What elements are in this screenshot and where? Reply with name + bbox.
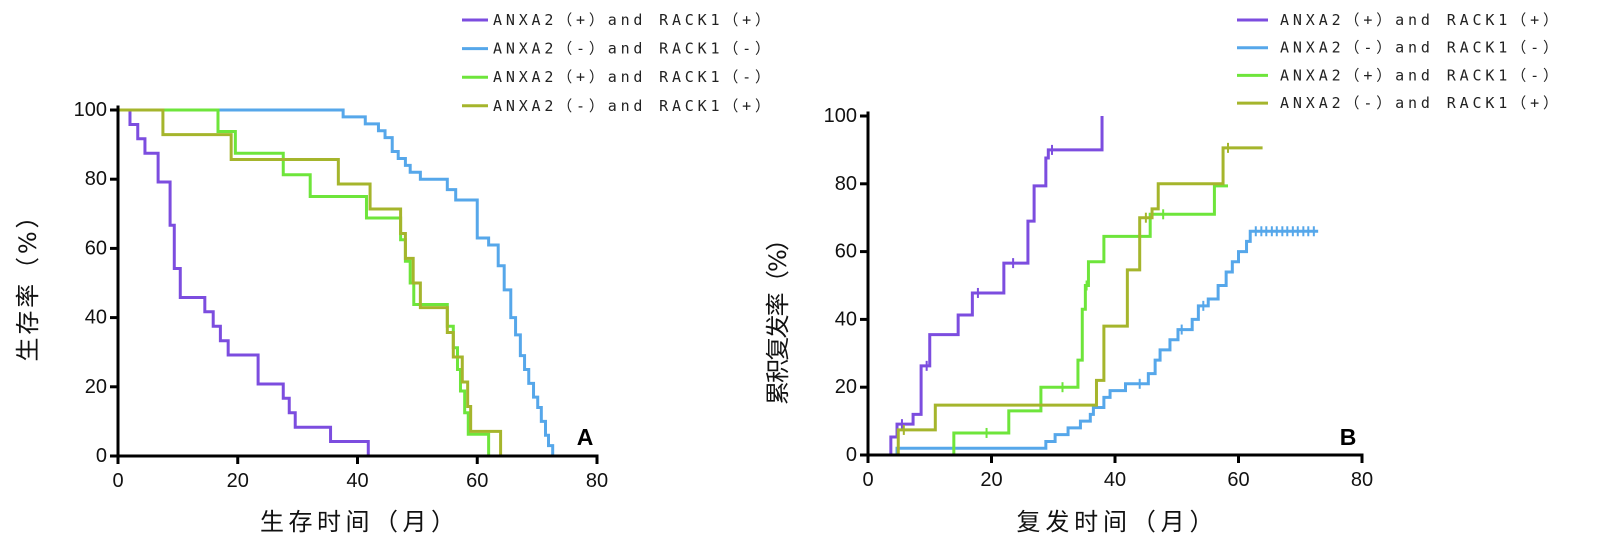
y-axis-title: 生存率（%） (14, 205, 42, 362)
x-tick-label: 80 (1351, 469, 1373, 491)
legend-label: ANXA2（+）and RACK1（+） (493, 11, 770, 29)
legend-label: ANXA2（-）and RACK1（+） (493, 97, 770, 115)
y-tick-label: 80 (835, 173, 857, 195)
x-tick-label: 60 (1227, 469, 1249, 491)
x-tick-label: 20 (980, 469, 1002, 491)
x-axis-title: 复发时间（月） (1017, 508, 1214, 536)
legend-label: ANXA2（-）and RACK1（-） (1280, 39, 1558, 57)
legend-label: ANXA2（+）and RACK1（-） (1280, 66, 1558, 84)
legend-item: ANXA2（+）and RACK1（+） (1237, 11, 1558, 29)
recurrence-chart: 0 20 40 60 80 100 0 20 40 60 80 复发时间（月） 累积复发率（%） B ANX… (764, 11, 1558, 536)
panel-label: A (577, 424, 594, 450)
y-tick-label: 100 (74, 99, 107, 121)
plot-series (118, 108, 555, 456)
y-tick-label: 100 (824, 105, 857, 127)
legend-label: ANXA2（-）and RACK1（-） (493, 40, 770, 58)
x-tick-label: 0 (112, 470, 123, 492)
x-tick-label: 40 (346, 470, 368, 492)
y-tick-label: 0 (96, 445, 107, 467)
survival-chart: 0 20 40 60 80 100 0 20 40 60 80 生存时间（月） 生存率（%） A ANXA2… (14, 11, 770, 536)
series-line-anxa2-pos-and-rack1-pos (118, 108, 370, 456)
legend-item: ANXA2（-）and RACK1（+） (1237, 94, 1558, 112)
x-tick-label: 60 (466, 470, 488, 492)
legend-item: ANXA2（-）and RACK1（+） (462, 97, 770, 115)
x-axis-title: 生存时间（月） (260, 508, 455, 536)
legend: ANXA2（+）and RACK1（+） ANXA2（-）and RACK1（-）… (1237, 11, 1558, 112)
legend-label: ANXA2（+）and RACK1（+） (1280, 11, 1558, 29)
x-tick-label: 0 (862, 469, 873, 491)
legend-item: ANXA2（+）and RACK1（-） (1237, 66, 1558, 84)
panel-label: B (1340, 424, 1357, 450)
y-tick-label: 20 (835, 376, 857, 398)
y-tick-label: 40 (835, 308, 857, 330)
legend-item: ANXA2（-）and RACK1（-） (462, 40, 770, 58)
legend-item: ANXA2（-）and RACK1（-） (1237, 39, 1558, 57)
series-line-anxa2-neg-and-rack1-pos (118, 108, 503, 456)
y-tick-label: 60 (835, 241, 857, 263)
series-line-anxa2-neg-and-rack1-pos (868, 146, 1263, 457)
plot-series (868, 116, 1319, 457)
x-tick-label: 20 (227, 470, 249, 492)
series-line-anxa2-pos-and-rack1-neg (118, 108, 491, 456)
legend: ANXA2（+）and RACK1（+） ANXA2（-）and RACK1（-）… (462, 11, 770, 115)
y-tick-label: 20 (85, 376, 107, 398)
x-tick-label: 80 (586, 470, 608, 492)
y-axis-title: 累积复发率（%） (764, 227, 792, 405)
series-line-anxa2-neg-and-rack1-neg (868, 229, 1319, 457)
y-tick-label: 40 (85, 307, 107, 329)
x-tick-label: 40 (1104, 469, 1126, 491)
legend-item: ANXA2（+）and RACK1（+） (462, 11, 770, 29)
legend-label: ANXA2（-）and RACK1（+） (1280, 94, 1558, 112)
legend-label: ANXA2（+）and RACK1（-） (493, 68, 770, 86)
series-line-anxa2-neg-and-rack1-neg (118, 108, 555, 456)
y-tick-label: 80 (85, 168, 107, 190)
legend-item: ANXA2（+）and RACK1（-） (462, 68, 770, 86)
y-tick-label: 60 (85, 237, 107, 259)
series-line-anxa2-pos-and-rack1-neg (868, 184, 1228, 457)
y-tick-label: 0 (846, 444, 857, 466)
